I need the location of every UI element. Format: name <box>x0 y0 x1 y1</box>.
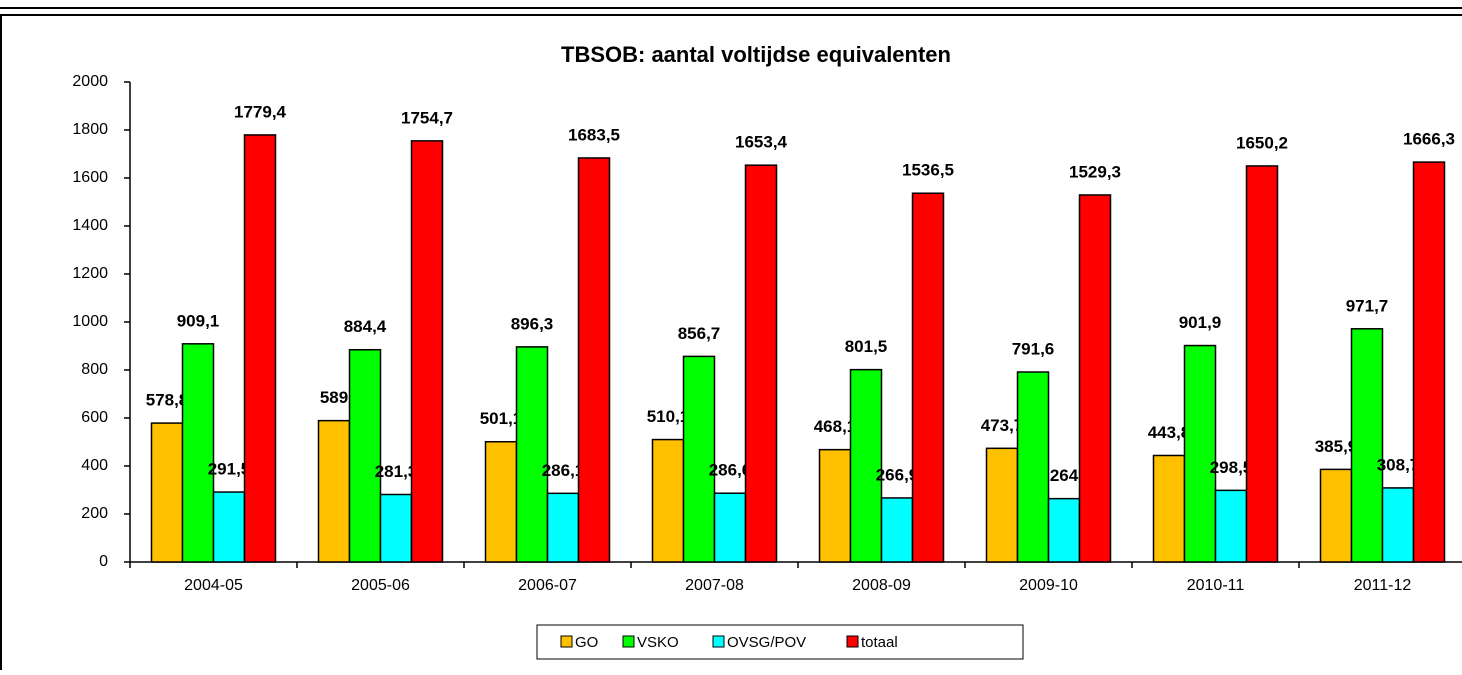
legend-label: OVSG/POV <box>727 634 806 651</box>
value-label: 286,1 <box>542 461 585 480</box>
bar <box>880 497 914 563</box>
value-label: 468,1 <box>814 417 857 436</box>
bar <box>546 492 580 563</box>
bar <box>1016 371 1050 563</box>
bar <box>849 368 883 563</box>
y-tick-label: 800 <box>81 361 108 378</box>
legend-swatch <box>560 635 573 648</box>
value-label: 901,9 <box>1179 313 1222 332</box>
bar <box>744 164 778 563</box>
bar <box>1047 497 1081 563</box>
bar <box>1381 487 1415 563</box>
value-label: 896,3 <box>511 314 554 333</box>
value-label: 578,8 <box>146 391 189 410</box>
value-label: 298,5 <box>1210 458 1253 477</box>
bar <box>651 438 685 563</box>
y-tick-label: 400 <box>81 457 108 474</box>
bar <box>1214 489 1248 563</box>
bar <box>1245 165 1279 563</box>
legend-label: totaal <box>861 634 898 651</box>
y-tick-label: 1400 <box>72 217 108 234</box>
value-label: 510,1 <box>647 407 690 426</box>
bar <box>348 348 382 563</box>
value-label: 909,1 <box>177 311 220 330</box>
value-label: 308,7 <box>1377 455 1420 474</box>
x-tick-label: 2009-10 <box>1019 577 1078 594</box>
legend-swatch <box>846 635 859 648</box>
bar <box>150 422 184 563</box>
value-label: 1536,5 <box>902 161 954 180</box>
legend-label: GO <box>575 634 598 651</box>
value-label: 264 <box>1050 466 1079 485</box>
bar <box>1078 194 1112 563</box>
y-tick-label: 0 <box>99 553 108 570</box>
value-label: 266,9 <box>876 465 919 484</box>
bar <box>911 192 945 563</box>
bar <box>1152 454 1186 563</box>
y-tick-label: 1200 <box>72 265 108 282</box>
value-label: 856,7 <box>678 324 721 343</box>
bar <box>515 346 549 563</box>
bar <box>577 157 611 563</box>
bar <box>181 343 215 563</box>
legend-swatch <box>712 635 725 648</box>
value-label: 1683,5 <box>568 125 620 144</box>
y-tick-label: 200 <box>81 505 108 522</box>
bar <box>212 491 246 563</box>
bar <box>1319 468 1353 563</box>
bar <box>818 448 852 563</box>
value-label: 385,9 <box>1315 437 1358 456</box>
value-label: 1653,4 <box>735 133 788 152</box>
bar <box>682 355 716 563</box>
x-tick-label: 2010-11 <box>1187 577 1245 594</box>
value-label: 473,7 <box>981 416 1024 435</box>
bar <box>243 134 277 563</box>
y-tick-label: 1600 <box>72 169 108 186</box>
legend-swatch <box>622 635 635 648</box>
value-label: 791,6 <box>1012 340 1055 359</box>
x-tick-label: 2011-12 <box>1354 577 1412 594</box>
x-tick-label: 2004-05 <box>184 577 243 594</box>
y-tick-label: 2000 <box>72 73 108 90</box>
bar <box>484 440 518 563</box>
y-tick-label: 1800 <box>72 121 108 138</box>
value-label: 1779,4 <box>234 102 287 121</box>
bar <box>410 140 444 563</box>
chart-frame <box>0 14 1462 675</box>
bar <box>713 492 747 563</box>
x-tick-label: 2005-06 <box>351 577 410 594</box>
value-label: 286,6 <box>709 461 752 480</box>
bar <box>317 419 351 563</box>
value-label: 281,3 <box>375 462 418 481</box>
value-label: 801,5 <box>845 337 888 356</box>
bar <box>1412 161 1446 563</box>
bar <box>1183 344 1217 563</box>
value-label: 443,8 <box>1148 423 1191 442</box>
chart-title: TBSOB: aantal voltijdse equivalenten <box>561 42 951 67</box>
value-label: 589 <box>320 388 348 407</box>
bar <box>379 493 413 563</box>
value-label: 1754,7 <box>401 108 453 127</box>
y-tick-label: 600 <box>81 409 108 426</box>
value-label: 1666,3 <box>1403 130 1455 149</box>
bar <box>1350 328 1384 563</box>
bar <box>985 447 1019 563</box>
legend-box <box>536 624 1024 660</box>
y-tick-label: 1000 <box>72 313 108 330</box>
x-tick-label: 2007-08 <box>685 577 744 594</box>
legend-label: VSKO <box>637 634 679 651</box>
x-tick-label: 2008-09 <box>852 577 911 594</box>
value-label: 884,4 <box>344 317 387 336</box>
value-label: 1529,3 <box>1069 162 1121 181</box>
value-label: 971,7 <box>1346 296 1389 315</box>
x-tick-label: 2006-07 <box>518 577 577 594</box>
value-label: 1650,2 <box>1236 133 1288 152</box>
value-label: 291,5 <box>208 460 251 479</box>
value-label: 501,1 <box>480 409 523 428</box>
